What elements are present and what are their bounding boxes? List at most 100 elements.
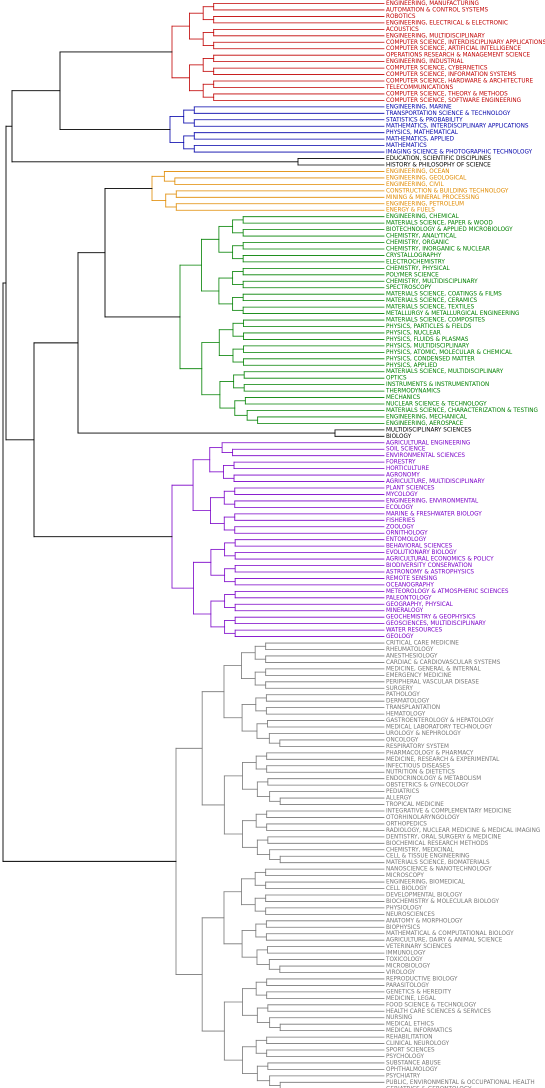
leaf-label: BIOPHYSICS: [386, 925, 420, 931]
leaf-label: DENTISTRY, ORAL SURGERY & MEDICINE: [386, 834, 502, 840]
leaf-label: ORNITHOLOGY: [386, 531, 428, 537]
leaf-label: ENDOCRINOLOGY & METABOLISM: [386, 776, 481, 782]
leaf-label: AGRONOMY: [386, 473, 420, 479]
leaf-label: COMPUTER SCIENCE, INTERDISCIPLINARY APPL…: [386, 40, 545, 46]
leaf-label: GEOCHEMISTRY & GEOPHYSICS: [386, 615, 476, 621]
leaf-label: MEDICAL ETHICS: [386, 1022, 434, 1028]
leaf-label: ENGINEERING, ENVIRONMENTAL: [386, 498, 479, 504]
leaf-label: ENGINEERING, INDUSTRIAL: [386, 59, 464, 65]
leaf-label: TROPICAL MEDICINE: [385, 802, 444, 808]
leaf-label: ENGINEERING, PETROLEUM: [386, 201, 464, 207]
leaf-label: CHEMISTRY, MULTIDISCIPLINARY: [386, 279, 478, 285]
leaf-label: AGRICULTURE, MULTIDISCIPLINARY: [386, 479, 485, 485]
leaf-label: MATERIALS SCIENCE, COMPOSITES: [386, 318, 485, 324]
leaf-label: ALLERGY: [386, 796, 412, 802]
leaf-label: IMAGING SCIENCE & PHOTOGRAPHIC TECHNOLOG…: [386, 150, 533, 156]
leaf-label: SPECTROSCOPY: [386, 285, 432, 291]
leaf-label: STATISTICS & PROBABILITY: [386, 117, 463, 123]
leaf-label: PHYSICS, MULTIDISCIPLINARY: [386, 343, 470, 349]
leaf-label: CHEMISTRY, ANALYTICAL: [386, 234, 457, 240]
leaf-label: MULTIDISCIPLINARY SCIENCES: [386, 427, 472, 433]
leaf-label: OPHTHALMOLOGY: [386, 1067, 438, 1073]
leaf-label: PHYSICS, PARTICLES & FIELDS: [386, 324, 472, 330]
leaf-label: ACOUSTICS: [386, 27, 419, 33]
leaf-label: EMERGENCY MEDICINE: [386, 673, 452, 679]
leaf-label: PHARMACOLOGY & PHARMACY: [386, 750, 474, 756]
leaf-label: COMPUTER SCIENCE, SOFTWARE ENGINEERING: [386, 98, 521, 104]
leaf-label: UROLOGY & NEPHROLOGY: [386, 731, 461, 737]
leaf-label: PSYCHOLOGY: [386, 1054, 424, 1060]
leaf-label: TRANSPLANTATION: [385, 705, 440, 711]
leaf-label: VETERINARY SCIENCES: [386, 944, 452, 950]
leaf-label: REHABILITATION: [386, 1035, 433, 1041]
leaf-label: ENERGY & FUELS: [386, 208, 435, 214]
leaf-label: OPTICS: [386, 376, 407, 382]
leaf-label: ONCOLOGY: [386, 737, 419, 743]
leaf-label: MEDICAL INFORMATICS: [386, 1028, 453, 1034]
leaf-label: ENGINEERING, AEROSPACE: [386, 421, 464, 427]
leaf-label: AGRICULTURE, DAIRY & ANIMAL SCIENCE: [386, 938, 503, 944]
leaf-label: THERMODYNAMICS: [385, 389, 441, 395]
leaf-label: PHYSICS, NUCLEAR: [386, 330, 441, 336]
leaf-label: OBSTETRICS & GYNECOLOGY: [386, 783, 469, 789]
leaf-label: REPRODUCTIVE BIOLOGY: [386, 976, 458, 982]
leaf-label: FISHERIES: [386, 518, 416, 524]
leaf-label: CONSTRUCTION & BUILDING TECHNOLOGY: [386, 188, 509, 194]
leaf-label: CHEMISTRY, INORGANIC & NUCLEAR: [386, 246, 490, 252]
leaf-label: RHEUMATOLOGY: [386, 647, 434, 653]
leaf-label: ANATOMY & MORPHOLOGY: [386, 918, 463, 924]
leaf-label: PEDIATRICS: [386, 789, 420, 795]
leaf-label: MICROSCOPY: [386, 873, 424, 879]
leaf-label: CRITICAL CARE MEDICINE: [386, 641, 459, 647]
leaf-label: HORTICULTURE: [386, 466, 430, 472]
leaf-label: CHEMISTRY, PHYSICAL: [386, 266, 451, 272]
leaf-label: SOIL SCIENCE: [386, 447, 426, 453]
leaf-label: WATER RESOURCES: [386, 628, 443, 634]
leaf-label: BIOCHEMISTRY & MOLECULAR BIOLOGY: [386, 899, 500, 905]
leaf-label: GEOGRAPHY, PHYSICAL: [386, 602, 454, 608]
leaf-label: MEDICINE, LEGAL: [386, 996, 437, 1002]
leaf-label: OCEANOGRAPHY: [386, 582, 434, 588]
leaf-label: CRYSTALLOGRAPHY: [386, 253, 442, 259]
leaf-label: RESPIRATORY SYSTEM: [386, 744, 449, 750]
leaf-label: TRANSPORTATION SCIENCE & TECHNOLOGY: [385, 111, 511, 117]
leaf-label: ENGINEERING, MANUFACTURING: [386, 1, 479, 7]
leaf-label: MICROBIOLOGY: [386, 964, 431, 970]
leaf-label: MATERIALS SCIENCE, MULTIDISCIPLINARY: [386, 369, 504, 375]
leaf-label: NUCLEAR SCIENCE & TECHNOLOGY: [386, 402, 487, 408]
leaf-label: PHYSICS, MATHEMATICAL: [386, 130, 459, 136]
dendrogram-links: [2, 3, 385, 1088]
leaf-label: MATHEMATICS, APPLIED: [386, 137, 455, 143]
leaf-label: BIOTECHNOLOGY & APPLIED MICROBIOLOGY: [386, 227, 513, 233]
leaf-label: INFECTIOUS DISEASES: [386, 763, 450, 769]
leaf-label: PHYSIOLOGY: [386, 905, 423, 911]
leaf-label: INTEGRATIVE & COMPLEMENTARY MEDICINE: [386, 809, 512, 815]
leaf-label: BIODIVERSITY CONSERVATION: [386, 563, 472, 569]
leaf-label: CHEMISTRY, ORGANIC: [386, 240, 449, 246]
leaf-label: PHYSICS, FLUIDS & PLASMAS: [386, 337, 469, 343]
leaf-label: NUTRITION & DIETETICS: [386, 770, 455, 776]
leaf-label: VIROLOGY: [386, 970, 416, 976]
leaf-label: PALEONTOLOGY: [386, 595, 432, 601]
leaf-label: BEHAVIORAL SCIENCES: [386, 544, 453, 550]
leaf-label: ENGINEERING, MARINE: [386, 104, 452, 110]
leaf-label: OPERATIONS RESEARCH & MANAGEMENT SCIENCE: [386, 53, 531, 59]
leaf-label: ORTHOPEDICS: [386, 821, 427, 827]
leaf-label: AGRICULTURAL ENGINEERING: [386, 440, 470, 446]
leaf-label: PARASITOLOGY: [386, 983, 429, 989]
leaf-label: BIOCHEMICAL RESEARCH METHODS: [386, 841, 489, 847]
leaf-label: MEDICAL LABORATORY TECHNOLOGY: [386, 725, 492, 731]
leaf-label: CELL BIOLOGY: [386, 886, 427, 892]
leaf-label: IMMUNOLOGY: [386, 951, 426, 957]
leaf-label: ENGINEERING, GEOLOGICAL: [386, 175, 467, 181]
leaf-label: MATHEMATICS, INTERDISCIPLINARY APPLICATI…: [386, 124, 529, 130]
leaf-label: ELECTROCHEMISTRY: [386, 259, 445, 265]
leaf-label: ENTOMOLOGY: [386, 537, 427, 543]
leaf-label: AUTOMATION & CONTROL SYSTEMS: [386, 7, 489, 13]
leaf-label: GEOSCIENCES, MULTIDISCIPLINARY: [386, 621, 486, 627]
leaf-label: PUBLIC, ENVIRONMENTAL & OCCUPATIONAL HEA…: [386, 1080, 535, 1086]
leaf-label: ROBOTICS: [386, 14, 416, 20]
leaf-label: BIOLOGY: [386, 434, 412, 440]
